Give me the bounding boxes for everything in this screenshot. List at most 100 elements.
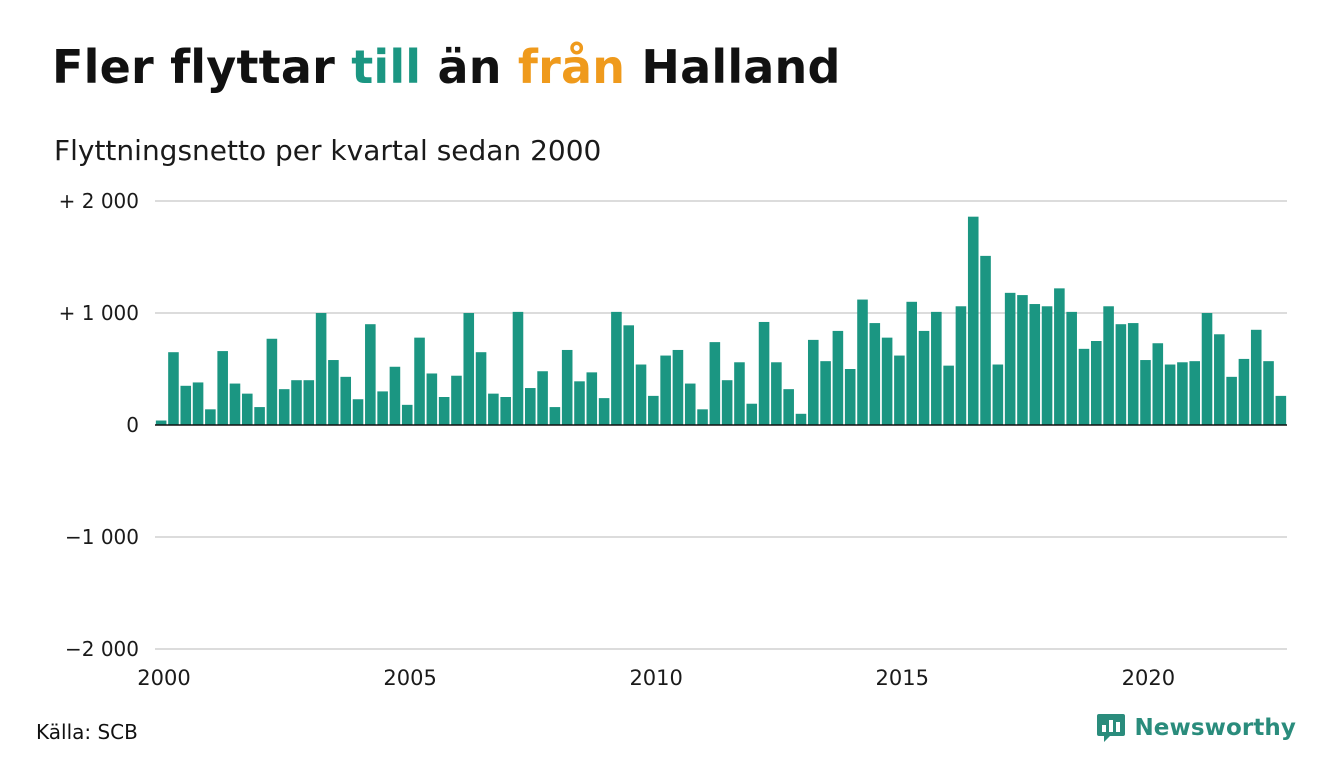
bar <box>512 311 524 425</box>
bar <box>1041 306 1053 425</box>
bar <box>463 313 475 425</box>
bar <box>955 306 967 425</box>
bar <box>684 383 696 425</box>
bar <box>1189 361 1201 425</box>
bar <box>1115 324 1127 425</box>
bar <box>266 338 278 425</box>
bar <box>1127 323 1139 425</box>
bar <box>377 391 388 425</box>
bar <box>906 301 918 425</box>
bar <box>254 407 265 425</box>
bar <box>918 330 930 425</box>
bar <box>623 325 635 425</box>
bar <box>328 360 339 425</box>
bar <box>1275 395 1287 425</box>
x-tick-label: 2010 <box>629 666 682 690</box>
bar <box>672 349 684 425</box>
bar <box>660 355 671 425</box>
bar <box>303 380 315 425</box>
bar <box>1017 295 1028 425</box>
bar <box>648 395 659 425</box>
bar <box>205 409 216 425</box>
x-tick-label: 2005 <box>383 666 436 690</box>
x-tick-label: 2015 <box>876 666 929 690</box>
bar <box>783 389 794 425</box>
bar <box>992 364 1004 425</box>
bar <box>229 383 241 425</box>
bar-chart: + 2 000 + 1 000 0 −1 000 −2 000 2000 2005 2010 2… <box>59 189 1287 690</box>
bar <box>180 385 192 425</box>
bar <box>1140 360 1151 425</box>
bar <box>746 403 758 425</box>
bar <box>721 380 733 425</box>
bar <box>1078 348 1090 425</box>
bar <box>1066 311 1077 425</box>
bar <box>291 380 302 425</box>
y-tick-label: + 1 000 <box>59 301 139 325</box>
brand-name: Newsworthy <box>1134 715 1296 741</box>
title-till-word: till <box>351 40 422 94</box>
bar <box>943 365 954 425</box>
bar <box>217 351 228 425</box>
bar <box>192 382 204 425</box>
bar <box>524 388 536 425</box>
bar <box>241 393 253 425</box>
bar <box>869 323 881 425</box>
bar <box>894 355 905 425</box>
bar <box>426 373 438 425</box>
bar <box>1103 306 1114 425</box>
bar <box>1177 362 1188 425</box>
bar <box>734 362 745 425</box>
bar <box>844 369 856 425</box>
bar <box>709 342 721 425</box>
bar <box>340 376 352 425</box>
bar <box>475 352 487 425</box>
bar <box>980 255 991 425</box>
title-part-3: än <box>421 40 518 94</box>
bar <box>881 337 893 425</box>
y-tick-label: 0 <box>126 413 139 437</box>
bar <box>549 407 561 425</box>
bar <box>832 330 844 425</box>
bar <box>1238 358 1250 425</box>
bar <box>451 375 462 425</box>
bar <box>1226 376 1237 425</box>
bar <box>1164 364 1176 425</box>
x-tick-label: 2000 <box>137 666 190 690</box>
axis-layer: + 2 000 + 1 000 0 −1 000 −2 000 2000 2005 2010 2… <box>59 189 1287 690</box>
bar <box>315 313 327 425</box>
bar <box>611 311 622 425</box>
bar <box>758 321 770 425</box>
bar <box>771 362 782 425</box>
bar <box>1054 288 1065 425</box>
bar <box>586 372 598 425</box>
bar <box>414 337 425 425</box>
y-tick-label: −1 000 <box>65 525 139 549</box>
bar <box>1263 361 1274 425</box>
title-part-1: Fler flyttar <box>52 40 352 94</box>
bar-layer <box>155 216 1287 425</box>
chart-subtitle: Flyttningsnetto per kvartal sedan 2000 <box>54 134 602 167</box>
bar <box>598 398 610 425</box>
x-tick-label: 2020 <box>1122 666 1175 690</box>
bar <box>438 397 450 425</box>
bar <box>1152 343 1164 425</box>
bar <box>155 420 167 425</box>
bar <box>389 366 401 425</box>
bar <box>635 364 647 425</box>
y-tick-label: −2 000 <box>65 637 139 661</box>
bar <box>401 404 413 425</box>
title-part-5: Halland <box>625 40 841 94</box>
bar <box>1201 313 1213 425</box>
grid-layer <box>155 200 1287 650</box>
bar <box>807 339 819 425</box>
bar <box>1029 304 1041 425</box>
bar <box>537 371 548 425</box>
bar <box>352 399 364 425</box>
y-tick-label: + 2 000 <box>59 189 139 213</box>
bar <box>561 349 573 425</box>
bar <box>365 324 376 425</box>
newsworthy-logo-icon <box>1097 714 1126 742</box>
chart-title: Fler flyttar till än från Halland <box>52 40 841 95</box>
bar <box>931 311 942 425</box>
